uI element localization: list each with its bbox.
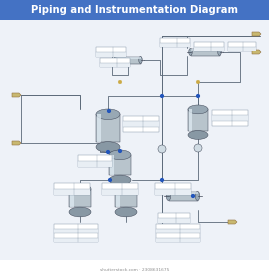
Bar [115, 189, 137, 207]
Ellipse shape [115, 184, 137, 194]
Bar [155, 189, 191, 195]
Bar [54, 224, 98, 242]
Ellipse shape [69, 184, 91, 194]
Circle shape [161, 95, 163, 97]
Bar [228, 46, 256, 51]
Circle shape [194, 144, 202, 152]
Polygon shape [12, 93, 21, 97]
Ellipse shape [96, 142, 120, 152]
Bar [70, 189, 74, 207]
Bar [156, 228, 200, 233]
Bar [190, 49, 220, 51]
Ellipse shape [139, 57, 142, 64]
Bar [160, 43, 190, 47]
Bar [102, 183, 138, 195]
Bar [96, 52, 126, 57]
Bar [194, 46, 224, 51]
Bar [116, 189, 120, 207]
Bar [78, 155, 112, 167]
Bar [54, 228, 98, 233]
Circle shape [119, 150, 121, 152]
Bar [168, 192, 197, 194]
Bar [100, 62, 130, 67]
Ellipse shape [188, 105, 208, 114]
Text: shutterstock.com · 2308631675: shutterstock.com · 2308631675 [100, 268, 169, 272]
Bar [78, 161, 112, 167]
Bar [156, 224, 200, 242]
Ellipse shape [96, 109, 120, 120]
Polygon shape [12, 141, 21, 145]
Bar [96, 47, 126, 57]
Bar [100, 58, 130, 67]
Ellipse shape [188, 130, 208, 139]
Ellipse shape [115, 207, 137, 217]
Circle shape [158, 145, 166, 153]
Circle shape [109, 179, 111, 181]
Bar [69, 189, 91, 207]
Polygon shape [252, 50, 261, 54]
Circle shape [107, 151, 109, 153]
Bar [156, 237, 200, 242]
Circle shape [197, 95, 199, 97]
Text: Piping and Instrumentation Diagram: Piping and Instrumentation Diagram [31, 5, 238, 15]
Bar [123, 121, 159, 127]
Bar [212, 110, 248, 126]
Bar [109, 155, 131, 175]
Bar [155, 183, 191, 195]
Ellipse shape [166, 192, 171, 200]
Ellipse shape [189, 48, 192, 55]
Circle shape [192, 195, 194, 197]
Bar [158, 213, 190, 223]
Bar [54, 189, 90, 195]
Circle shape [108, 109, 110, 112]
Bar [158, 218, 190, 223]
Bar [115, 57, 140, 64]
Bar [0, 20, 269, 260]
Bar [190, 48, 220, 55]
Ellipse shape [195, 192, 200, 200]
Ellipse shape [109, 175, 131, 185]
Bar [212, 115, 248, 121]
Bar [97, 114, 101, 142]
Bar [0, 0, 269, 20]
Polygon shape [252, 32, 261, 36]
Ellipse shape [69, 207, 91, 217]
Bar [168, 192, 197, 200]
Bar [54, 237, 98, 242]
Bar [110, 155, 114, 175]
Ellipse shape [114, 57, 117, 64]
Bar [96, 114, 120, 142]
Polygon shape [228, 220, 237, 224]
Bar [115, 57, 140, 59]
Bar [228, 42, 256, 51]
Bar [194, 42, 224, 51]
Bar [189, 109, 192, 130]
Bar [123, 116, 159, 132]
Ellipse shape [109, 150, 131, 160]
Bar [54, 183, 90, 195]
Circle shape [196, 80, 200, 84]
Circle shape [118, 80, 122, 84]
Bar [188, 109, 208, 130]
Bar [102, 189, 138, 195]
Bar [160, 38, 190, 47]
Ellipse shape [218, 48, 221, 55]
Circle shape [161, 179, 163, 181]
